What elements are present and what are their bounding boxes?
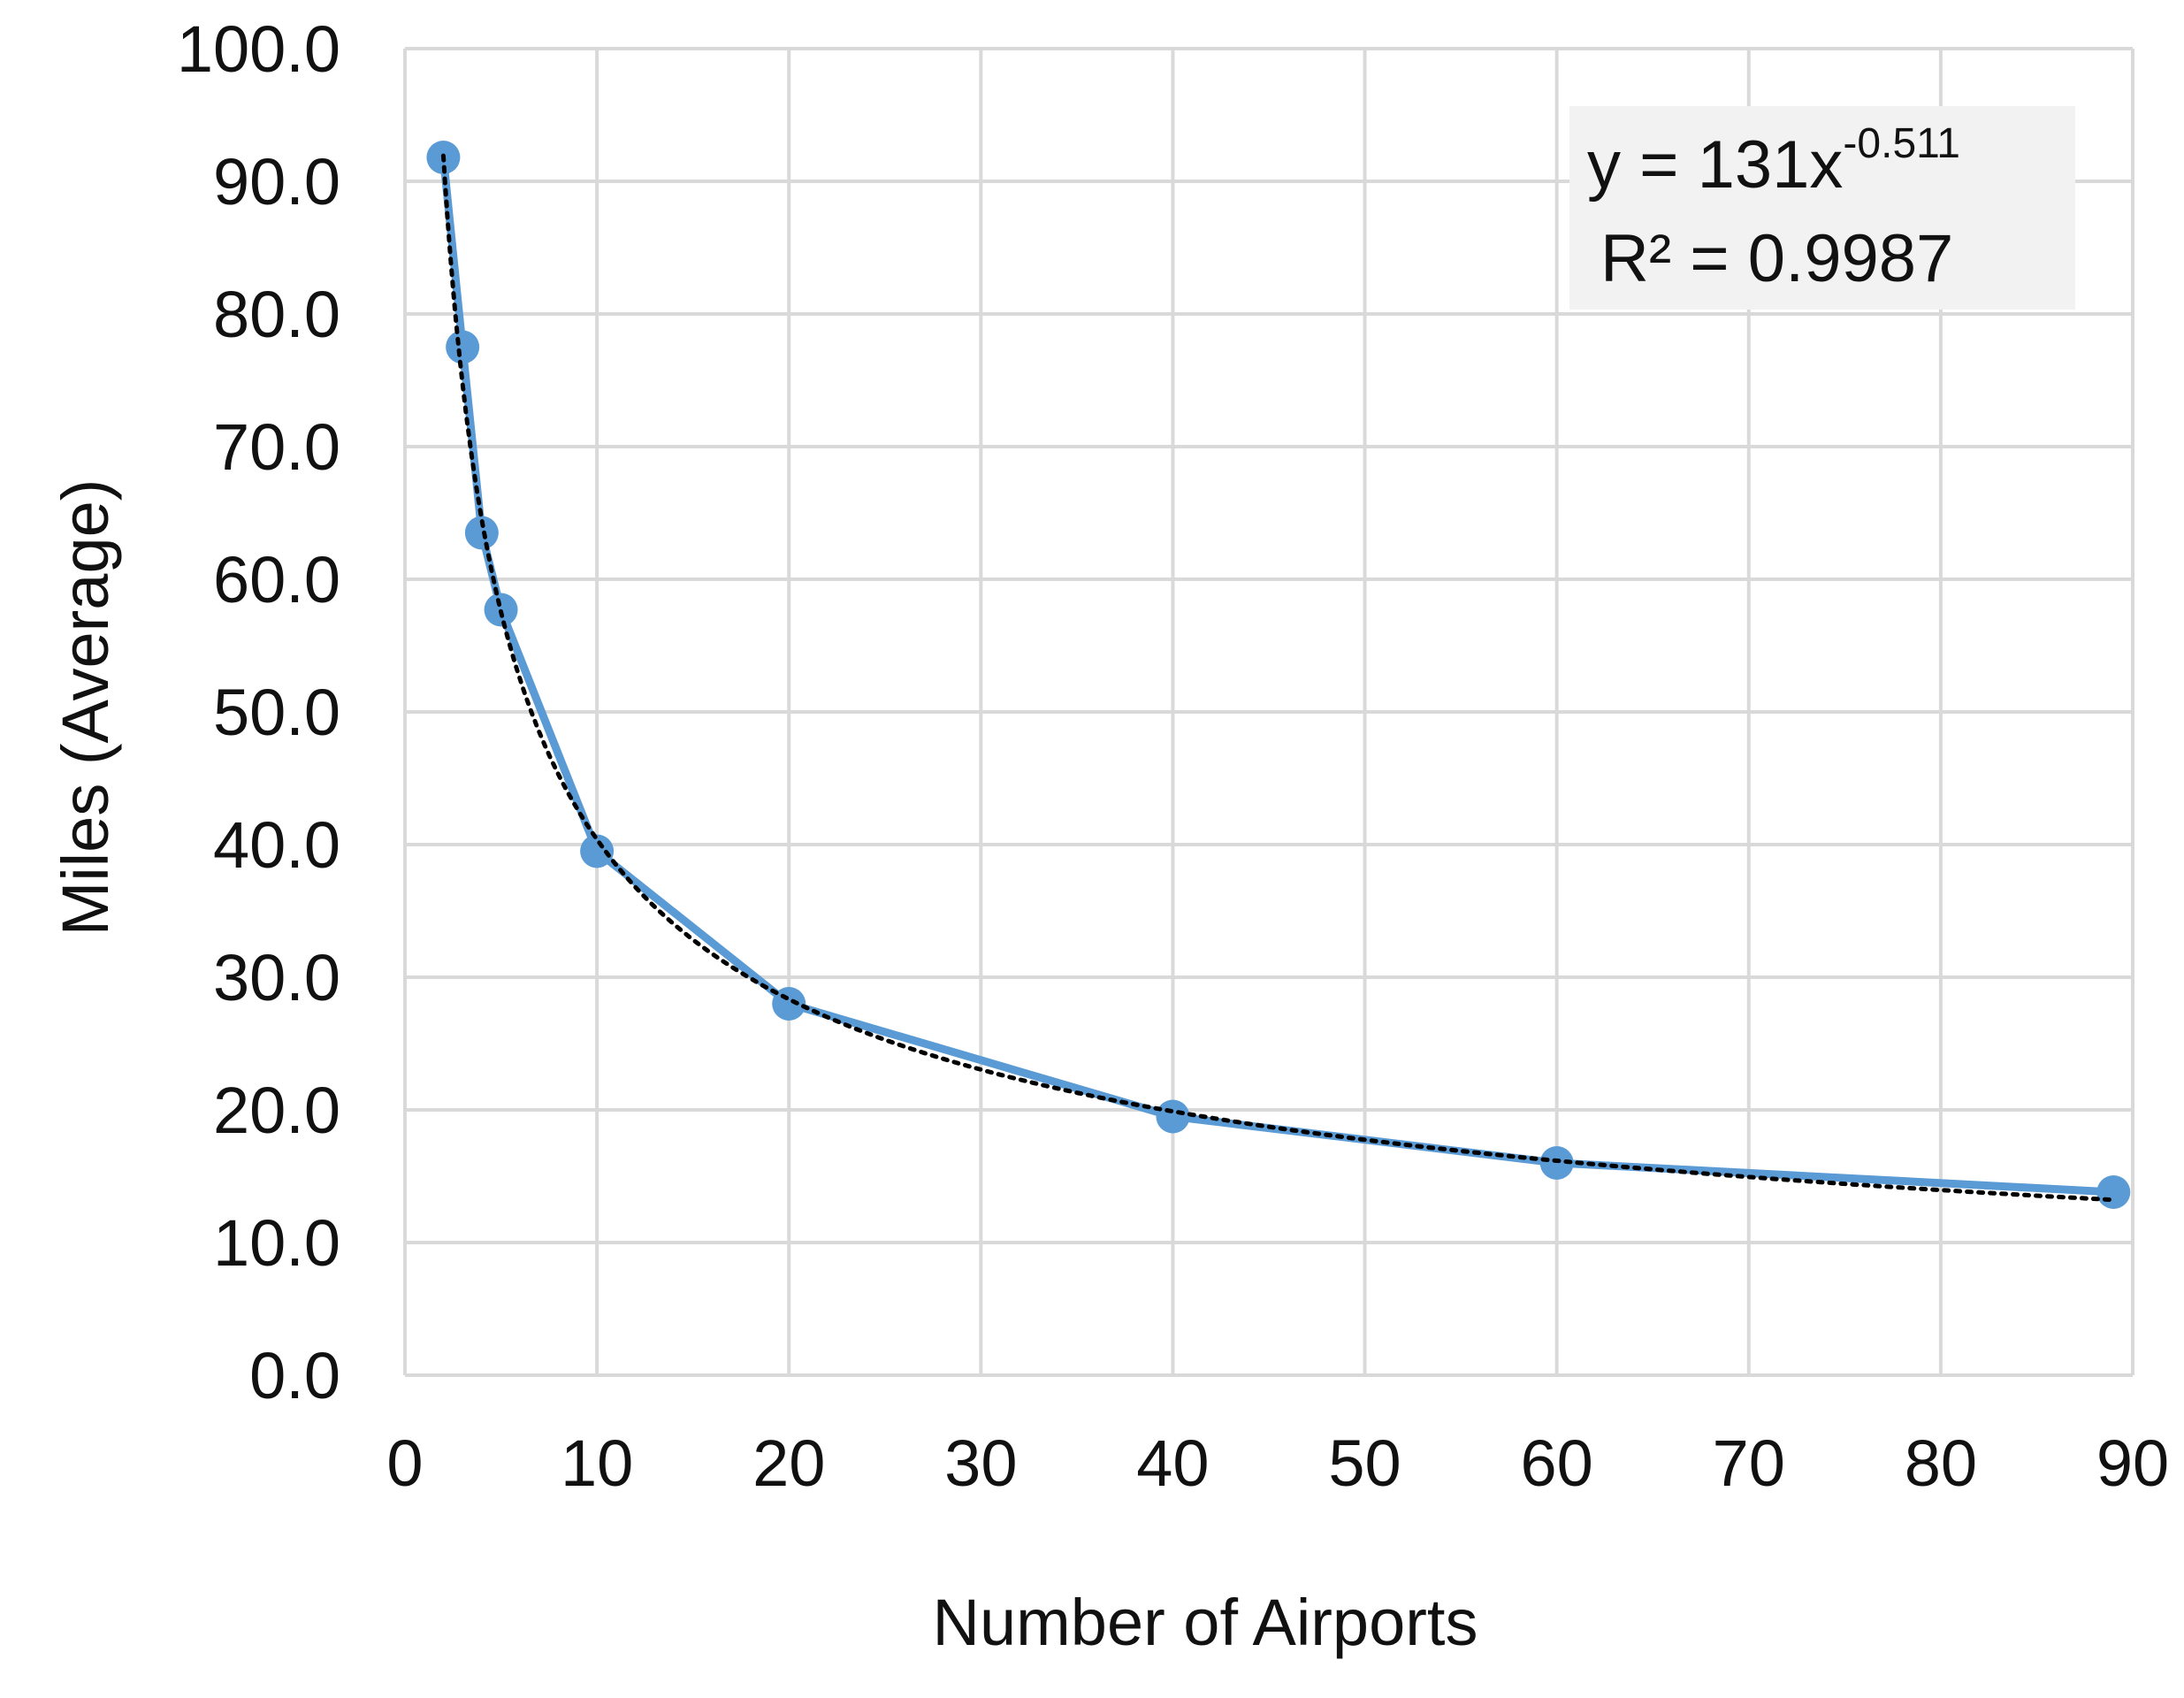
y-tick-labels: 0.0 10.0 20.0 30.0 40.0 50.0 60.0 70.0 80.0 90.0 1… bbox=[177, 12, 340, 1412]
x-tick-label: 60 bbox=[1521, 1426, 1593, 1500]
data-point bbox=[1539, 1146, 1574, 1180]
data-point bbox=[772, 987, 806, 1021]
x-tick-label: 0 bbox=[386, 1426, 423, 1500]
x-tick-label: 70 bbox=[1713, 1426, 1785, 1500]
trendline-equation-box: y = 131x-0.511 R² = 0.9987 bbox=[1569, 106, 2075, 310]
y-tick-label: 20.0 bbox=[213, 1074, 340, 1147]
y-tick-label: 80.0 bbox=[213, 278, 340, 351]
data-point bbox=[580, 834, 615, 868]
data-point bbox=[464, 516, 499, 550]
y-tick-label: 50.0 bbox=[213, 676, 340, 749]
y-tick-label: 60.0 bbox=[213, 543, 340, 616]
trend-equation: y = 131x-0.511 bbox=[1587, 120, 1960, 203]
y-tick-label: 100.0 bbox=[177, 12, 340, 86]
x-tick-labels: 0 10 20 30 40 50 60 70 80 90 bbox=[386, 1426, 2169, 1500]
data-point bbox=[2096, 1175, 2131, 1209]
x-tick-label: 50 bbox=[1328, 1426, 1401, 1500]
x-tick-label: 30 bbox=[944, 1426, 1017, 1500]
y-tick-label: 90.0 bbox=[213, 145, 340, 218]
gridlines bbox=[405, 47, 2134, 1375]
x-tick-label: 10 bbox=[561, 1426, 633, 1500]
r-squared: R² = 0.9987 bbox=[1600, 221, 1953, 296]
y-axis-title: Miles (Average) bbox=[49, 479, 122, 937]
data-point bbox=[1156, 1099, 1190, 1134]
y-tick-label: 40.0 bbox=[213, 808, 340, 882]
trendline bbox=[440, 153, 2116, 1203]
data-point bbox=[446, 330, 480, 364]
equation-background bbox=[1569, 106, 2075, 310]
axis-lines bbox=[403, 49, 2133, 1377]
trendline-path bbox=[440, 153, 2116, 1203]
y-tick-label: 70.0 bbox=[213, 410, 340, 484]
y-tick-label: 10.0 bbox=[213, 1206, 340, 1280]
x-tick-label: 20 bbox=[752, 1426, 825, 1500]
x-axis-title: Number of Airports bbox=[933, 1586, 1478, 1659]
y-tick-label: 0.0 bbox=[249, 1339, 340, 1412]
x-tick-label: 40 bbox=[1136, 1426, 1209, 1500]
y-tick-label: 30.0 bbox=[213, 941, 340, 1014]
x-tick-label: 80 bbox=[1905, 1426, 1977, 1500]
x-tick-label: 90 bbox=[2096, 1426, 2169, 1500]
